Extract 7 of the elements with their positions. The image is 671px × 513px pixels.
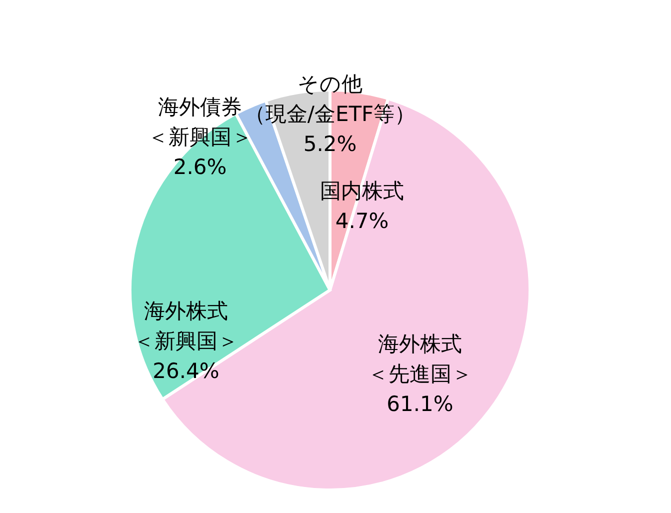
data-label: 2.6% [173, 155, 227, 179]
data-label: 61.1% [386, 392, 454, 416]
slice-label: 海外株式＜新興国＞ [134, 299, 238, 353]
data-label: 4.7% [335, 209, 389, 233]
data-label: 5.2% [303, 132, 357, 156]
slice-label: 国内株式 [320, 179, 404, 203]
slice-label: 海外株式＜先進国＞ [368, 332, 472, 386]
